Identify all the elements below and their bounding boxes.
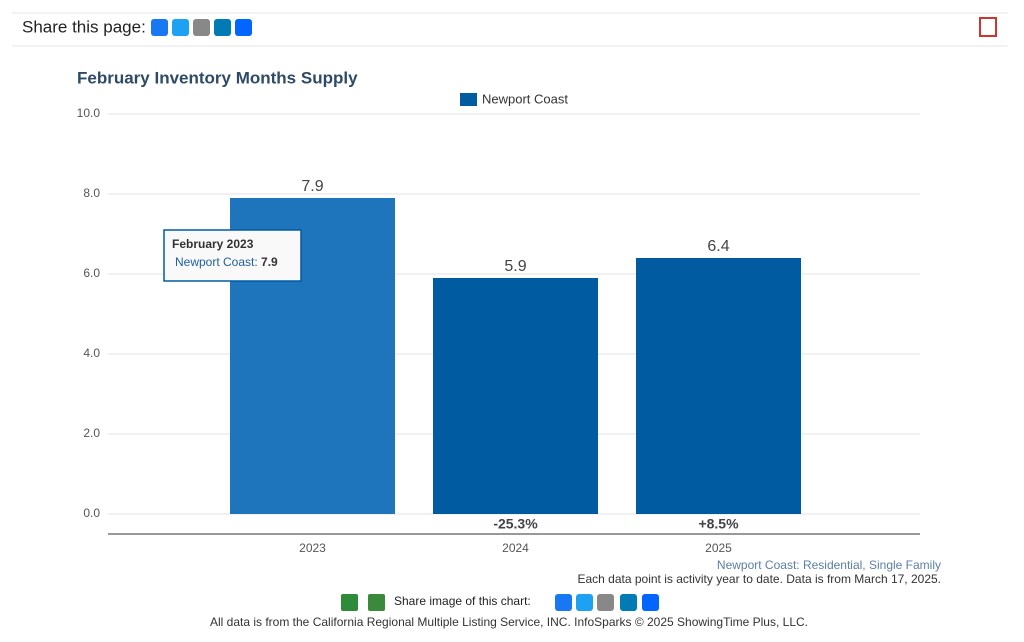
linkedin-icon[interactable] [620,594,637,611]
tooltip-series: Newport Coast: 7.9 [175,255,278,269]
y-tick-label: 4.0 [83,346,100,360]
legend-label[interactable]: Newport Coast [482,91,568,106]
more-icon[interactable] [235,19,252,36]
tooltip-value: 7.9 [261,255,278,269]
email-icon[interactable] [597,594,614,611]
x-tick-label: 2024 [502,541,529,555]
y-tick-label: 8.0 [83,186,100,200]
bar [433,278,598,514]
source-area: Newport Coast: Residential, Single Famil… [717,558,941,572]
excel-icon[interactable] [368,594,385,611]
value-label: 6.4 [707,238,729,255]
legend-swatch[interactable] [460,93,477,106]
change-label: +8.5% [698,516,739,532]
tooltip-series-name: Newport Coast [175,255,255,269]
share-label: Share this page: [22,17,146,36]
tooltip-title: February 2023 [172,237,254,251]
bar [636,258,801,514]
x-tick-label: 2023 [299,541,326,555]
y-tick-label: 6.0 [83,266,100,280]
email-icon[interactable] [193,19,210,36]
tooltip-box [163,229,302,282]
chart-title: February Inventory Months Supply [77,68,358,87]
more-icon[interactable] [642,594,659,611]
change-label: -25.3% [493,516,538,532]
share-icons[interactable] [151,19,252,36]
footer: All data is from the California Regional… [210,615,808,629]
share-image-label: Share image of this chart: [394,594,531,608]
facebook-icon[interactable] [555,594,572,611]
value-label: 5.9 [504,258,526,275]
pdf-icon[interactable] [979,17,997,37]
linkedin-icon[interactable] [214,19,231,36]
twitter-icon[interactable] [172,19,189,36]
data-note: Each data point is activity year to date… [577,572,941,586]
share-chart-icon[interactable] [341,594,358,611]
x-tick-label: 2025 [705,541,732,555]
y-tick-label: 2.0 [83,426,100,440]
value-label: 7.9 [301,178,323,195]
y-tick-label: 0.0 [83,506,100,520]
chart-share-icons[interactable] [555,594,659,611]
facebook-icon[interactable] [151,19,168,36]
twitter-icon[interactable] [576,594,593,611]
tooltip-separator: : [254,255,261,269]
tooltip: February 2023 Newport Coast: 7.9 [163,229,302,282]
y-tick-label: 10.0 [77,106,101,120]
